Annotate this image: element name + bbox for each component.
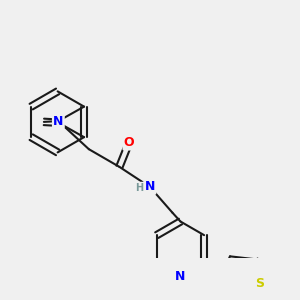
Text: N: N	[145, 181, 155, 194]
Text: O: O	[124, 136, 134, 149]
Text: N: N	[175, 270, 186, 283]
Text: S: S	[255, 277, 264, 290]
Text: N: N	[53, 115, 64, 128]
Text: H: H	[135, 183, 143, 193]
